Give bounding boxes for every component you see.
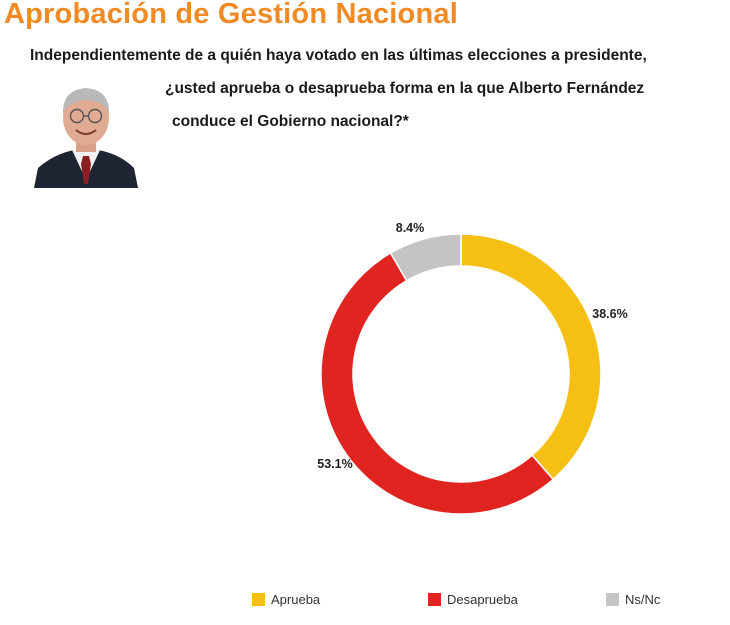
data-label-nsnc: 8.4%: [396, 221, 425, 235]
legend-swatch-nsnc: [606, 593, 619, 606]
legend-label-aprueba: Aprueba: [271, 592, 321, 607]
legend-item-desaprueba: Desaprueba: [428, 592, 518, 607]
question-line-2: ¿usted aprueba o desaprueba forma en la …: [165, 80, 645, 97]
legend: Aprueba Desaprueba Ns/Nc: [0, 592, 730, 616]
legend-label-nsnc: Ns/Nc: [625, 592, 661, 607]
legend-item-nsnc: Ns/Nc: [606, 592, 660, 607]
data-label-aprueba: 38.6%: [592, 307, 627, 321]
slice-desaprueba: [320, 251, 555, 515]
slice-aprueba: [460, 233, 602, 481]
president-photo: [34, 80, 138, 188]
chart-title: Aprobación de Gestión Nacional: [4, 0, 458, 30]
data-label-desaprueba: 53.1%: [317, 457, 352, 471]
legend-swatch-aprueba: [252, 593, 265, 606]
question-line-1: Independientemente de a quién haya votad…: [30, 47, 647, 64]
legend-label-desaprueba: Desaprueba: [447, 592, 518, 607]
slice-nsnc: [389, 233, 462, 282]
question-line-3: conduce el Gobierno nacional?*: [172, 113, 409, 130]
legend-item-aprueba: Aprueba: [252, 592, 320, 607]
legend-swatch-desaprueba: [428, 593, 441, 606]
